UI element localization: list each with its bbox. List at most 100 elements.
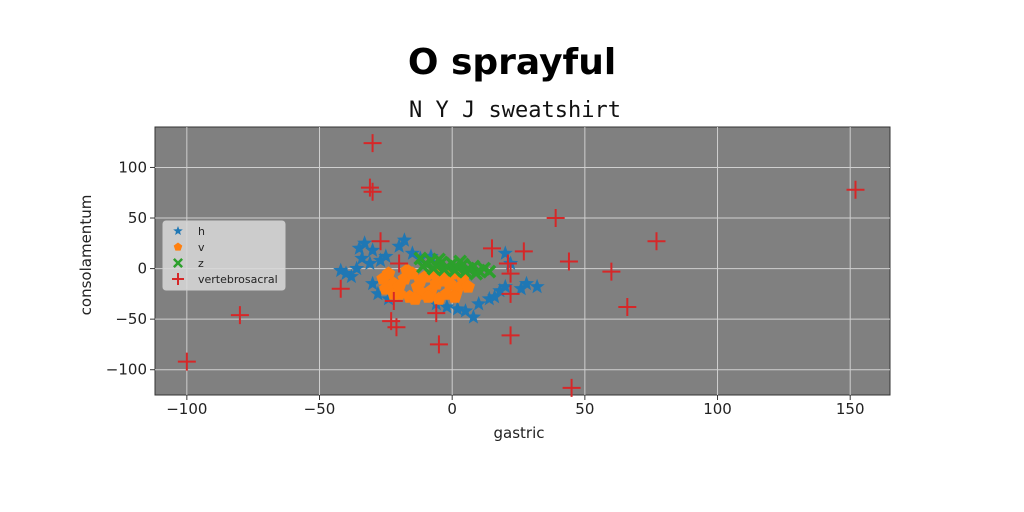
legend-marker-z	[173, 258, 183, 268]
series-point-v	[400, 263, 414, 277]
series-point-h	[497, 278, 513, 294]
series-point-vertebrosacral	[363, 182, 382, 201]
series-point-h	[391, 238, 407, 253]
series-point-h	[471, 296, 487, 311]
series-point-v	[413, 273, 428, 287]
series-z	[413, 251, 497, 281]
series-point-h	[513, 280, 529, 296]
legend-marker-v	[173, 242, 183, 251]
series-point-v	[448, 289, 462, 303]
legend-marker-vertebrosacral	[172, 273, 184, 285]
series-point-h	[449, 301, 466, 316]
chart-subtitle: N Y J sweatshirt	[409, 98, 621, 123]
series-point-h	[487, 288, 503, 304]
legend-label-v: v	[198, 241, 205, 254]
series-point-h	[357, 235, 373, 250]
y-axis-ticks: −100 −50 0 50 100	[106, 158, 155, 379]
series-point-z	[437, 262, 452, 277]
series-point-z	[415, 259, 430, 274]
series-point-vertebrosacral	[427, 304, 446, 323]
series-point-h	[518, 275, 535, 291]
x-tick-label: 100	[703, 400, 732, 418]
series-point-vertebrosacral	[498, 254, 517, 273]
series-point-h	[396, 232, 412, 247]
series-point-z	[469, 266, 484, 281]
series-point-h	[465, 309, 481, 324]
series-point-vertebrosacral	[559, 252, 578, 271]
series-point-z	[453, 254, 468, 269]
series-point-h	[378, 248, 394, 263]
series-point-v	[408, 291, 422, 305]
series-point-z	[458, 264, 473, 279]
x-tick-label: −50	[304, 400, 336, 418]
y-tick-label: −100	[106, 361, 147, 379]
legend-label-h: h	[198, 225, 205, 238]
series-point-h	[439, 299, 455, 314]
series-point-h	[423, 248, 439, 263]
legend: hvz vertebrosacral	[162, 220, 286, 291]
series-point-vertebrosacral	[331, 279, 350, 298]
series-point-h	[365, 275, 381, 291]
series-point-vertebrosacral	[846, 180, 865, 199]
series-point-z	[431, 252, 446, 267]
y-tick-label: 100	[118, 158, 147, 176]
series-point-h	[529, 278, 545, 294]
series-point-h	[497, 245, 513, 260]
series-point-v	[461, 279, 475, 293]
series-point-v	[381, 266, 396, 280]
series-point-vertebrosacral	[371, 232, 390, 251]
series-point-h	[351, 240, 367, 255]
series-point-vertebrosacral	[562, 378, 581, 397]
series-point-vertebrosacral	[618, 298, 637, 317]
x-tick-label: 0	[447, 400, 457, 418]
series-point-h	[404, 245, 420, 260]
series-point-vertebrosacral	[387, 318, 406, 337]
series-point-h	[362, 255, 378, 270]
series-point-h	[333, 262, 349, 278]
series-point-vertebrosacral	[429, 335, 448, 354]
series-point-v	[442, 276, 457, 290]
legend-label-vertebrosacral: vertebrosacral	[198, 273, 278, 286]
x-axis-label: gastric	[494, 424, 545, 442]
series-point-z	[426, 261, 441, 276]
legend-marker-h	[173, 226, 183, 235]
series-point-vertebrosacral	[647, 232, 666, 251]
series-point-v	[421, 289, 436, 303]
legend-box	[162, 220, 286, 291]
series-point-vertebrosacral	[501, 284, 520, 303]
y-tick-label: 50	[128, 209, 147, 227]
x-tick-label: 50	[575, 400, 594, 418]
series-point-vertebrosacral	[501, 326, 520, 345]
series-point-z	[447, 263, 462, 278]
series-point-vertebrosacral	[514, 242, 533, 261]
series-point-h	[343, 268, 359, 284]
series-point-v	[392, 279, 406, 293]
series-point-vertebrosacral	[501, 264, 520, 283]
data-marks	[177, 134, 865, 397]
x-tick-label: −100	[166, 400, 207, 418]
series-point-z	[482, 264, 497, 279]
series-point-h	[457, 303, 474, 318]
series-point-h	[372, 252, 389, 267]
series-point-vertebrosacral	[384, 291, 403, 310]
y-axis-label: consolamentum	[77, 195, 95, 316]
series-vertebrosacral	[177, 134, 865, 397]
series-point-h	[370, 285, 386, 301]
series-point-vertebrosacral	[230, 306, 249, 325]
x-axis-ticks: −100 −50 0 50 100 150	[166, 395, 865, 418]
y-tick-label: 0	[137, 260, 147, 278]
series-point-vertebrosacral	[363, 134, 382, 153]
series-point-vertebrosacral	[390, 254, 409, 273]
series-point-h	[481, 290, 497, 306]
series-point-h	[365, 242, 381, 257]
series-point-h	[492, 282, 508, 298]
series-point-h	[380, 290, 397, 306]
chart-title: O sprayful	[408, 42, 616, 83]
series-point-h	[338, 265, 354, 281]
legend-label-z: z	[198, 257, 204, 270]
series-point-vertebrosacral	[602, 262, 621, 281]
y-tick-label: −50	[115, 310, 147, 328]
series-point-vertebrosacral	[360, 178, 379, 197]
series-point-vertebrosacral	[482, 239, 501, 258]
series-point-h	[354, 250, 370, 265]
